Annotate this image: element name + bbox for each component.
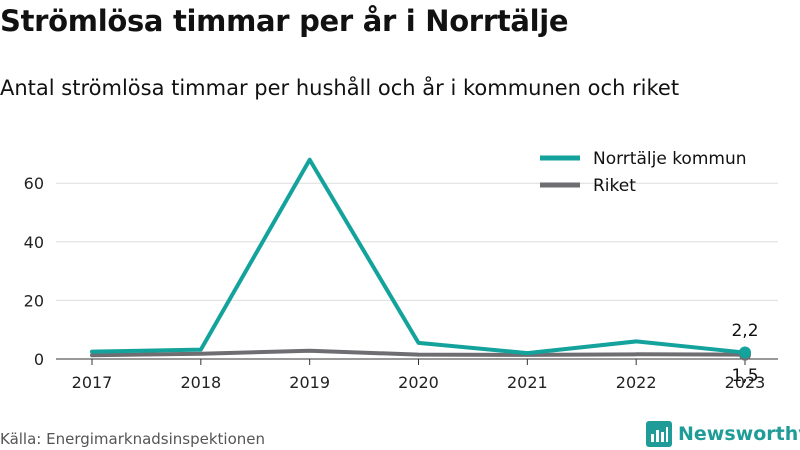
data-label: 2,2: [731, 321, 758, 341]
x-tick-label: 2019: [289, 373, 330, 392]
chart-subtitle: Antal strömlösa timmar per hushåll och å…: [0, 76, 680, 100]
series-line: [90, 348, 747, 358]
x-tick-label: 2022: [616, 373, 657, 392]
y-tick-label: 60: [24, 174, 44, 193]
series-line: [90, 157, 747, 356]
chart-title: Strömlösa timmar per år i Norrtälje: [0, 4, 569, 38]
newsworthy-logo-icon: [646, 421, 672, 447]
series-end-point: [739, 346, 751, 359]
legend-label: Riket: [593, 176, 636, 196]
x-tick-label: 2021: [507, 373, 548, 392]
data-label: 1,5: [731, 366, 758, 386]
x-tick-label: 2017: [72, 373, 113, 392]
y-tick-label: 20: [24, 291, 44, 310]
x-tick-label: 2023: [725, 373, 766, 392]
x-tick-label: 2020: [398, 373, 439, 392]
y-tick-label: 40: [24, 233, 44, 252]
source-note: Källa: Energimarknadsinspektionen: [0, 430, 266, 448]
brand-logo: Newsworthy: [646, 421, 800, 447]
brand-name: Newsworthy: [678, 423, 800, 445]
legend-label: Norrtälje kommun: [593, 149, 747, 169]
y-tick-label: 0: [34, 350, 44, 369]
x-tick-label: 2018: [180, 373, 221, 392]
